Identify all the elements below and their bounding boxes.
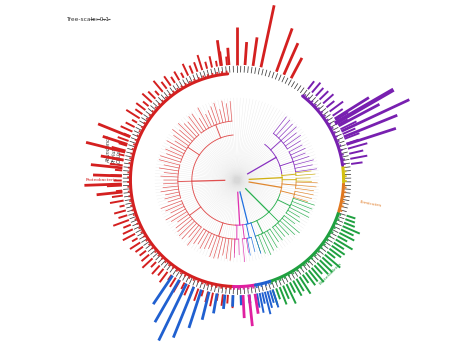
- Text: Abundance: Abundance: [106, 135, 111, 163]
- Text: OTUs: OTUs: [117, 150, 121, 163]
- Text: Phylum: Phylum: [112, 144, 117, 163]
- Text: Proteobacteria: Proteobacteria: [86, 178, 118, 182]
- Text: Bacteroidetes: Bacteroidetes: [319, 262, 343, 286]
- Text: Tree-scale: 0.1: Tree-scale: 0.1: [65, 17, 109, 22]
- Text: Firmicutes: Firmicutes: [359, 199, 382, 207]
